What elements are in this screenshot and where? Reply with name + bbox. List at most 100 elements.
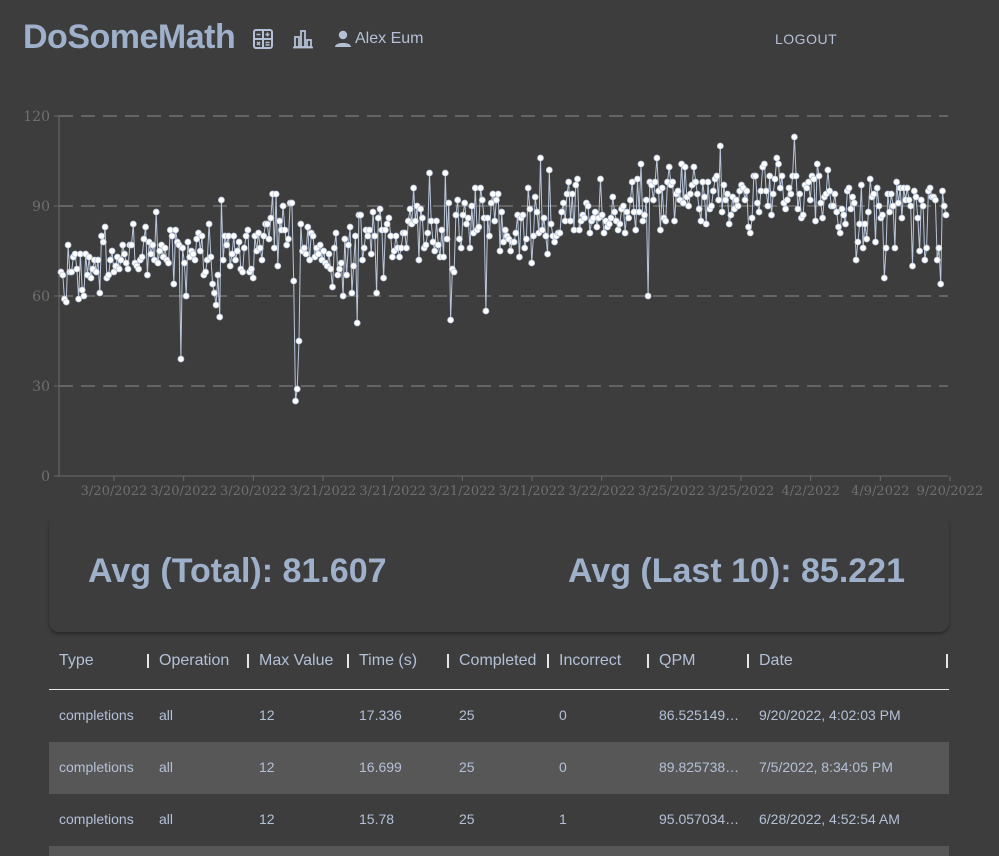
column-separator[interactable] <box>447 654 449 668</box>
column-separator[interactable] <box>147 654 149 668</box>
data-point <box>831 190 839 198</box>
data-point <box>292 397 299 405</box>
data-point <box>73 265 81 273</box>
column-separator[interactable] <box>946 654 948 668</box>
data-point <box>748 214 756 222</box>
data-point <box>865 208 872 216</box>
data-point <box>586 229 594 237</box>
table-row[interactable]: completions all 12 17.336 25 0 86.525149… <box>49 690 949 742</box>
brand-logo[interactable]: DoSomeMath <box>23 18 236 56</box>
column-header-qpm[interactable]: QPM <box>659 652 696 669</box>
data-point <box>431 247 439 255</box>
data-point <box>143 271 151 279</box>
data-point <box>838 205 846 213</box>
data-point <box>702 220 710 228</box>
data-point <box>866 175 874 183</box>
column-header-completed[interactable]: Completed <box>459 652 537 669</box>
data-point <box>110 268 118 276</box>
data-point <box>805 178 812 186</box>
data-point <box>641 211 648 219</box>
data-point <box>440 253 448 261</box>
bar-chart-icon[interactable] <box>292 28 314 50</box>
data-point <box>605 220 613 228</box>
column-separator[interactable] <box>647 654 649 668</box>
data-point <box>556 229 564 237</box>
data-point <box>620 202 627 210</box>
data-point <box>523 235 530 243</box>
data-point <box>665 163 673 171</box>
cell-operation: all <box>159 707 174 723</box>
column-separator[interactable] <box>347 654 349 668</box>
data-point <box>233 247 241 255</box>
cell-type: completions <box>59 707 134 723</box>
data-point <box>385 214 393 222</box>
data-point <box>794 205 802 213</box>
data-point <box>542 232 550 240</box>
data-point <box>336 265 343 273</box>
data-point <box>916 247 923 255</box>
table-row-partial[interactable] <box>49 846 949 856</box>
data-point <box>657 226 664 234</box>
data-point <box>302 250 310 258</box>
column-header-date[interactable]: Date <box>759 652 793 669</box>
data-point <box>284 235 292 243</box>
data-point <box>903 184 911 192</box>
data-point <box>847 205 855 213</box>
data-point <box>625 214 633 222</box>
data-point <box>239 268 247 276</box>
data-point <box>600 229 608 237</box>
column-header-incorrect[interactable]: Incorrect <box>559 652 622 669</box>
data-point <box>709 187 717 195</box>
data-point <box>725 220 733 228</box>
logout-button[interactable]: LOGOUT <box>775 31 838 47</box>
data-point <box>919 202 927 210</box>
data-point <box>383 220 391 228</box>
avg-last-10: Avg (Last 10): 85.221 <box>568 552 905 590</box>
data-point <box>593 223 601 231</box>
data-point <box>720 181 728 189</box>
data-point <box>87 274 95 282</box>
data-point <box>343 271 351 279</box>
column-header-type[interactable]: Type <box>59 652 94 669</box>
column-separator[interactable] <box>247 654 249 668</box>
data-point <box>272 190 280 198</box>
data-point <box>68 268 75 276</box>
data-point <box>454 196 462 204</box>
data-point <box>242 232 250 240</box>
user-menu[interactable]: Alex Eum <box>333 29 423 49</box>
column-header-time[interactable]: Time (s) <box>359 652 418 669</box>
cell-completed: 25 <box>459 811 475 827</box>
data-point <box>351 232 359 240</box>
data-point <box>597 175 604 183</box>
data-point <box>445 199 453 207</box>
data-point <box>547 220 555 228</box>
data-point <box>274 262 282 270</box>
cell-operation: all <box>159 759 174 775</box>
data-point <box>306 256 314 264</box>
data-point <box>376 205 384 213</box>
data-point <box>923 244 930 252</box>
column-separator[interactable] <box>747 654 749 668</box>
calculator-icon[interactable] <box>252 28 274 50</box>
table-row[interactable]: completions all 12 15.78 25 1 95.057034…… <box>49 794 949 846</box>
table-row[interactable]: completions all 12 16.699 25 0 89.825738… <box>49 742 949 794</box>
data-point <box>101 223 109 231</box>
data-point <box>829 202 837 210</box>
data-point <box>926 184 934 192</box>
data-point <box>327 265 335 273</box>
column-separator[interactable] <box>547 654 549 668</box>
data-point <box>642 196 650 204</box>
data-point <box>228 250 236 258</box>
data-point <box>727 211 735 219</box>
data-point <box>627 196 634 204</box>
data-point <box>551 238 558 246</box>
column-header-operation[interactable]: Operation <box>159 652 230 669</box>
data-point <box>942 211 950 219</box>
column-header-max-value[interactable]: Max Value <box>259 652 334 669</box>
data-point <box>80 292 88 300</box>
data-point <box>651 178 659 186</box>
data-point <box>637 160 645 168</box>
data-point <box>782 205 789 213</box>
data-point <box>524 184 532 192</box>
